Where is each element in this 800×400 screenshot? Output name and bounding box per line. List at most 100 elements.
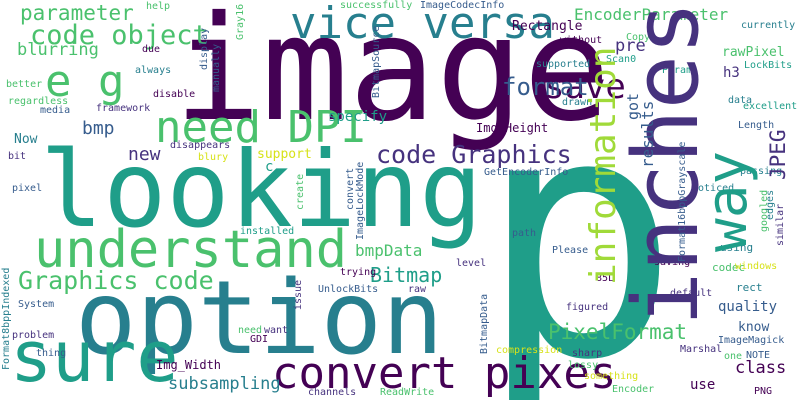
word-pre: pre	[615, 36, 646, 56]
word-rawpixel: rawPixel	[722, 45, 785, 60]
word-support: support	[257, 147, 312, 162]
word-better: better	[6, 79, 43, 90]
word-rectangle: Rectangle	[512, 19, 583, 34]
word-know: know	[738, 320, 770, 335]
word-jpeg: JPEG	[766, 129, 790, 180]
word-note: NOTE	[746, 350, 771, 361]
word-supported: supported	[536, 59, 591, 70]
word-scan0: Scan0	[606, 54, 637, 65]
word-image: image	[174, 0, 611, 154]
word-convert-pixes: convert pixes	[272, 348, 617, 399]
word-vice-versa: vice versa	[290, 0, 555, 49]
word-imagelockmode: ImageLockMode	[355, 161, 366, 240]
word-code-graphics: code Graphics	[376, 140, 572, 169]
word-new: new	[128, 144, 161, 165]
word-disappears: disappears	[170, 140, 231, 151]
word-format: format	[502, 73, 589, 101]
word-thing: thing	[36, 348, 67, 359]
word-class: class	[735, 358, 787, 378]
word-lossy: lossy	[568, 360, 599, 371]
word-results: results	[638, 100, 657, 168]
word-rect: rect	[736, 281, 763, 294]
word-bmpdata: bmpData	[355, 241, 423, 260]
word-media: media	[40, 105, 71, 116]
word-noticed: noticed	[692, 183, 735, 194]
word-windows: windows	[735, 261, 778, 272]
word-passing: passing	[740, 166, 783, 177]
word-h3: h3	[723, 65, 740, 81]
word-use: use	[690, 377, 716, 393]
word-getencoderinfo: GetEncoderInfo	[484, 167, 569, 178]
word-readwrite: ReadWrite	[380, 387, 435, 398]
word-compression: compression	[496, 345, 563, 356]
word-similar: similar	[775, 203, 786, 246]
word-gdi: GDI	[250, 334, 269, 345]
word-encoder: Encoder	[612, 384, 655, 395]
word-always: always	[135, 65, 172, 76]
word-problem: problem	[12, 330, 55, 341]
word-excellent: excellent	[743, 101, 798, 112]
word-unlockbits: UnlockBits	[318, 284, 379, 295]
word-bit: bit	[8, 151, 27, 162]
word-without: without	[560, 35, 603, 46]
word-due: due	[142, 44, 161, 55]
word-graphics-code: Graphics code	[18, 266, 214, 295]
word-display: display	[199, 27, 210, 70]
word-quality: quality	[718, 299, 778, 315]
word-copy: Copy	[626, 32, 651, 43]
word-need-dpi: need DPI	[155, 102, 367, 153]
word-option: option	[75, 259, 444, 378]
word-code-object: code object	[30, 20, 209, 51]
word-sharp: sharp	[572, 348, 603, 359]
word-one: one	[724, 351, 743, 362]
word-blury: blury	[198, 152, 229, 163]
word-disable: disable	[153, 89, 196, 100]
word-issue: issue	[293, 279, 304, 310]
word-trying: trying	[340, 267, 377, 278]
word-level: level	[456, 258, 487, 269]
word-now: Now	[14, 132, 38, 147]
word-85l: 85L	[596, 273, 615, 284]
word-framework: framework	[96, 103, 151, 114]
word-path: path	[512, 228, 537, 239]
word-lockbits: LockBits	[744, 60, 793, 71]
word-data: data	[728, 95, 753, 106]
word-pixel: pixel	[12, 183, 43, 194]
word-blurring: blurring	[17, 40, 99, 60]
word-successfully: successfully	[340, 0, 413, 11]
word-marshal: Marshal	[680, 344, 723, 355]
word-encoderparameter: EncoderParameter	[574, 5, 729, 24]
word-saving: saving	[654, 257, 691, 268]
word-e-g: e g	[45, 56, 125, 107]
word-length: Length	[738, 120, 775, 131]
word-channels: channels	[308, 387, 357, 398]
word-bitmapsource: BitmapSource	[371, 25, 382, 98]
word-imagemagick: ImageMagick	[718, 335, 785, 346]
word-help: help	[146, 1, 171, 12]
word-sure: sure	[10, 316, 179, 398]
word-bmp: bmp	[82, 118, 115, 139]
word-bitmap: Bitmap	[370, 263, 443, 287]
word-param: Param	[662, 65, 693, 76]
word-currently: currently	[741, 20, 796, 31]
word-information: information	[583, 46, 624, 285]
word-png: PNG	[754, 386, 773, 397]
word-c: c	[265, 159, 274, 175]
word-codec: codec	[712, 261, 746, 274]
word-parameter: parameter	[20, 1, 134, 25]
word-p: p	[478, 44, 680, 400]
word-understand: understand	[34, 220, 348, 280]
word-specify: specify	[328, 109, 388, 125]
word-need: need	[238, 325, 263, 336]
word-manually: manually	[211, 43, 222, 92]
word-imagecodecinfo: ImageCodecInfo	[420, 0, 505, 11]
word-format16bppgrayscale: Format16bppGrayscale	[677, 141, 688, 262]
word-bitmapdata: BitmapData	[479, 293, 490, 354]
word-figured: figured	[566, 302, 609, 313]
word-gray16: Gray16	[235, 3, 246, 40]
word-want: want	[264, 325, 289, 336]
word-raw: raw	[408, 284, 427, 295]
word-img-height: Img_Height	[476, 121, 549, 135]
word-regardless: regardless	[8, 96, 69, 107]
word-format8bppindexed: Format8bppIndexed	[1, 267, 12, 370]
